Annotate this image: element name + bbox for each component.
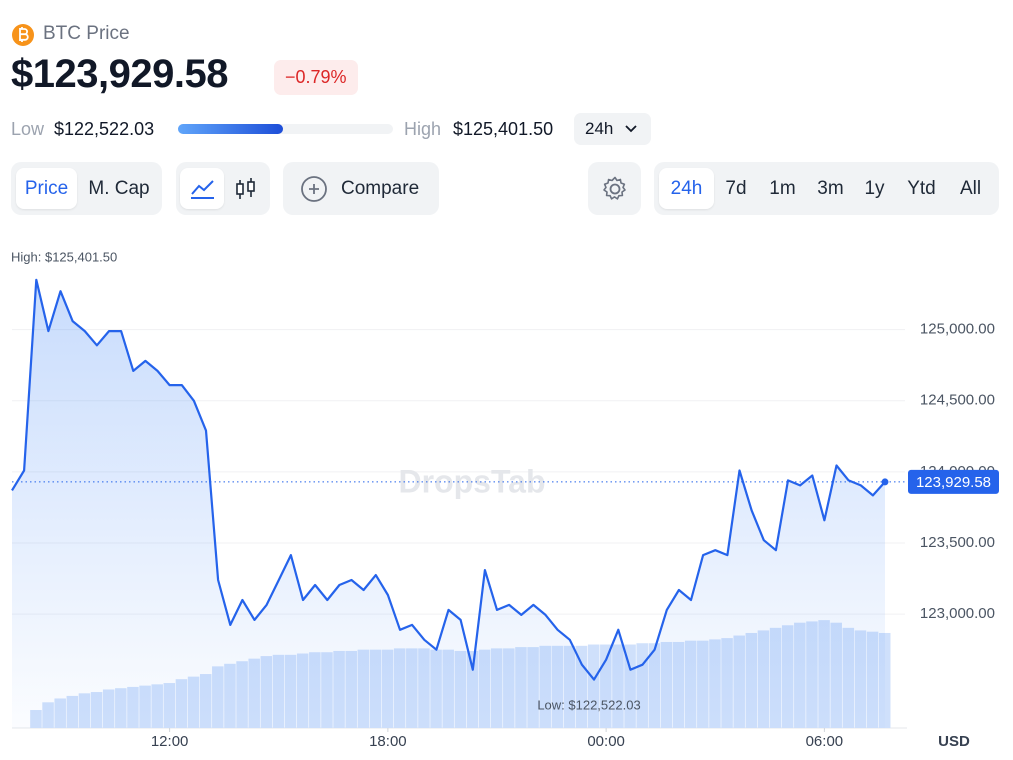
y-tick-label: 123,500.00 — [920, 534, 995, 551]
range-tab[interactable]: 7d — [725, 178, 747, 199]
chart-type-tabs — [176, 162, 270, 215]
gear-icon — [603, 176, 626, 200]
chevron — [625, 125, 637, 133]
period-label: 24h — [585, 119, 614, 138]
y-tick-label: 125,000.00 — [920, 321, 995, 338]
range-track — [178, 124, 393, 134]
title: BTC Price — [43, 23, 130, 44]
candle-chart-button[interactable] — [224, 168, 268, 209]
high-label: High — [404, 119, 442, 139]
range-fill — [178, 124, 283, 134]
x-tick-label: 00:00 — [587, 733, 625, 750]
candle-icon — [236, 178, 255, 199]
low-value: $122,522.03 — [54, 119, 155, 139]
period-dropdown[interactable]: 24h — [574, 113, 651, 145]
range-tab[interactable]: 1y — [864, 178, 885, 199]
range-tab[interactable]: 1m — [769, 178, 796, 199]
btc-glyph — [19, 27, 29, 42]
plus-icon — [301, 176, 327, 202]
price-area — [12, 279, 885, 728]
price-line — [11, 278, 886, 681]
view-tab[interactable]: M. Cap — [88, 178, 150, 199]
compare-button[interactable]: Compare — [283, 162, 439, 215]
settings-button[interactable] — [588, 162, 641, 215]
low-annotation: Low: $122,522.03 — [537, 697, 640, 712]
current-price-label: 123,929.58 — [916, 474, 991, 491]
y-tick-label: 124,500.00 — [920, 392, 995, 409]
x-tick-label: 12:00 — [151, 733, 189, 750]
range-tab[interactable]: Ytd — [907, 178, 936, 199]
compare-label: Compare — [341, 178, 420, 199]
labels: 123,000.00123,500.00124,000.00124,500.00… — [151, 321, 999, 750]
high-annotation: High: $125,401.50 — [11, 249, 117, 264]
view-tab[interactable]: Price — [16, 168, 77, 209]
low-label: Low — [11, 119, 45, 139]
line-icon — [191, 180, 214, 199]
line-chart-button[interactable] — [180, 168, 224, 209]
view-tabs: Price M. Cap — [11, 162, 162, 215]
x-tick-label: 06:00 — [806, 733, 844, 750]
range-tabs: 24h 7d 1m 3m 1y Ytd All — [654, 162, 999, 215]
range-tab[interactable]: All — [959, 178, 982, 199]
change-badge: −0.79% — [274, 60, 358, 95]
currency-label: USD — [938, 733, 970, 750]
range-tab[interactable]: 24h — [659, 168, 714, 209]
price: $123,929.58 — [11, 52, 228, 96]
current-price-badge — [908, 469, 999, 494]
range-tab[interactable]: 3m — [817, 178, 844, 199]
price-line — [11, 278, 905, 728]
y-tick-label: 123,000.00 — [920, 605, 995, 622]
x-tick-label: 18:00 — [369, 733, 407, 750]
high-value: $125,401.50 — [453, 119, 554, 139]
